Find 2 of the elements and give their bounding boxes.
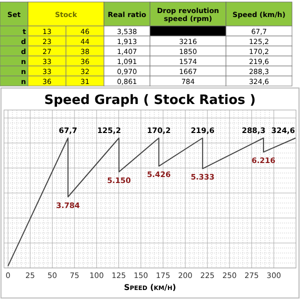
x-axis-title: Speed (km/h) <box>124 283 176 292</box>
chart-title: Speed Graph ( Stock Ratios ) <box>44 93 256 108</box>
